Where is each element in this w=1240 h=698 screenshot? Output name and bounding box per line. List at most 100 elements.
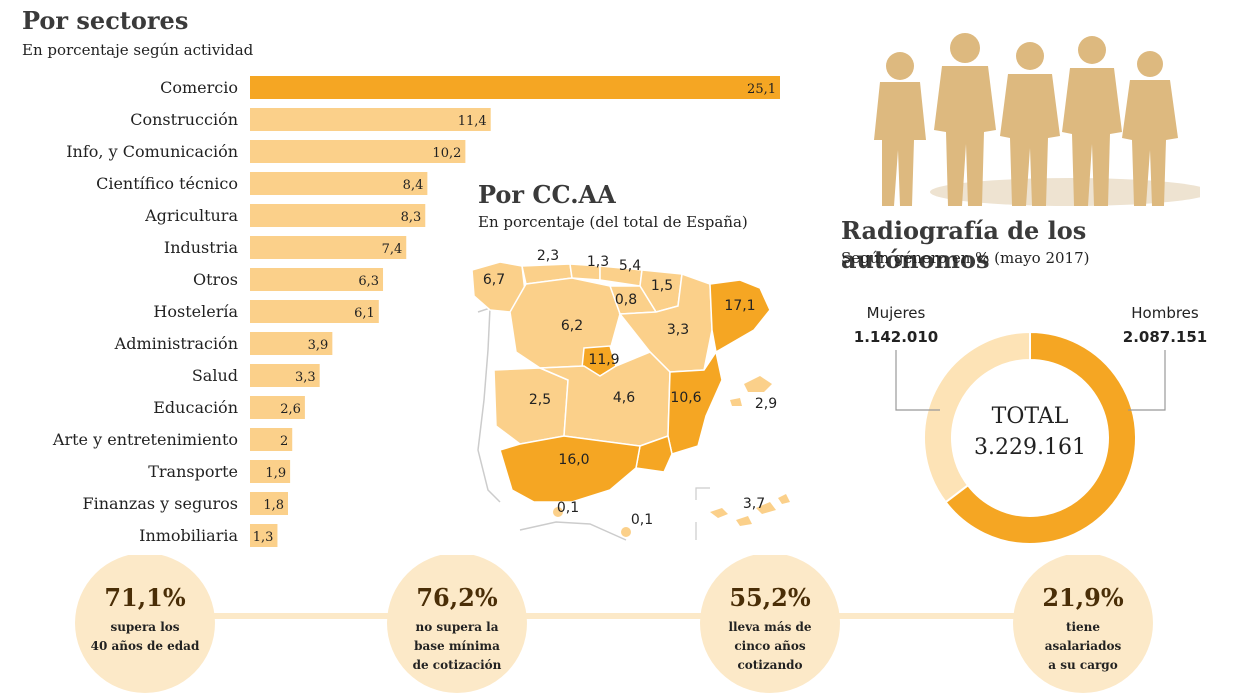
region-value-label: 0,8	[615, 292, 637, 308]
region-andalucia	[499, 435, 641, 503]
stat-circle	[700, 555, 840, 693]
bar-category-label: Salud	[192, 366, 238, 385]
bar-1	[250, 76, 780, 99]
region-canarias	[710, 494, 790, 526]
stat-percentage: 76,2%	[416, 583, 497, 612]
region-value-label: 10,6	[670, 390, 701, 406]
bar-value-label: 2	[280, 434, 288, 449]
region-value-label: 3,3	[667, 322, 689, 338]
bar-value-label: 3,9	[308, 338, 329, 353]
bar-8	[250, 300, 379, 323]
regions-title: Por CC.AA	[478, 180, 616, 209]
stat-description: no supera la	[415, 620, 498, 634]
men-count: 2.087.151	[1123, 328, 1207, 346]
bar-13	[250, 460, 291, 483]
bar-9	[250, 332, 333, 355]
bar-category-label: Construcción	[130, 110, 238, 129]
region-value-label: 6,2	[561, 318, 583, 334]
region-baleares	[744, 376, 772, 392]
stat-description: supera los	[110, 620, 179, 634]
stat-percentage: 55,2%	[729, 583, 810, 612]
stat-description: base mínima	[414, 639, 500, 653]
bar-category-label: Científico técnico	[96, 174, 238, 193]
bar-value-label: 6,3	[358, 274, 379, 289]
stat-description: 40 años de edad	[91, 639, 200, 653]
region-cataluna	[709, 279, 771, 354]
region-value-label: 2,5	[529, 392, 551, 408]
canarias-frame	[695, 487, 710, 540]
stat-circle	[1013, 555, 1153, 693]
stats-connector-line	[140, 613, 1080, 619]
stat-description: de cotización	[413, 658, 502, 672]
bar-category-label: Comercio	[160, 78, 238, 97]
bar-category-label: Inmobiliaria	[139, 526, 238, 545]
africa-outline	[519, 521, 627, 541]
region-value-label: 5,4	[619, 258, 641, 274]
bar-category-label: Industria	[164, 238, 239, 257]
region-value-label: 16,0	[558, 452, 589, 468]
bar-5	[250, 204, 426, 227]
region-value-label: 3,7	[743, 496, 765, 512]
region-melilla	[621, 527, 631, 537]
region-value-label: 1,3	[587, 254, 609, 270]
regions-subtitle: En porcentaje (del total de España)	[478, 213, 748, 231]
spain-map: 6,7 2,3 1,3 5,4 0,8 1,5 17,1 6,2 3,3 11,9 2,5 4,6 10…	[471, 248, 790, 541]
bar-11	[250, 396, 305, 419]
bar-category-label: Agricultura	[144, 206, 238, 225]
sectors-title: Por sectores	[22, 6, 189, 35]
bar-4	[250, 172, 428, 195]
gender-subtitle: Según género en % (mayo 2017)	[841, 249, 1090, 267]
stat-circle	[75, 555, 215, 693]
bar-value-label: 1,8	[263, 498, 284, 513]
region-value-label: 11,9	[588, 352, 619, 368]
donut-slice-men	[944, 330, 1137, 545]
bar-category-label: Administración	[114, 334, 238, 353]
region-ceuta	[553, 507, 563, 517]
bar-category-label: Finanzas y seguros	[83, 494, 238, 513]
stat-description: lleva más de	[728, 620, 811, 634]
women-label: Mujeres	[867, 304, 926, 322]
stat-percentage: 21,9%	[1042, 583, 1123, 612]
donut-arcs	[923, 330, 1137, 545]
region-value-label: 4,6	[613, 390, 635, 406]
women-count: 1.142.010	[854, 328, 938, 346]
bar-category-label: Info, y Comunicación	[66, 142, 238, 161]
region-value-label: 2,9	[755, 396, 777, 412]
bar-value-label: 7,4	[382, 242, 403, 257]
gender-title: Radiografía de los autónomos	[841, 216, 1087, 274]
bar-10	[250, 364, 320, 387]
stat-description: cotizando	[737, 658, 802, 672]
region-value-label: 0,1	[631, 512, 653, 528]
bar-value-label: 1,3	[253, 530, 274, 545]
stat-description: a su cargo	[1048, 658, 1117, 672]
gender-donut-chart: Mujeres 1.142.010 Hombres 2.087.151 TOTA…	[854, 304, 1207, 545]
bar-category-label: Arte y entretenimiento	[52, 430, 238, 449]
region-value-label: 1,5	[651, 278, 673, 294]
region-value-label: 0,1	[557, 500, 579, 516]
bar-value-label: 10,2	[432, 146, 461, 161]
bar-category-label: Transporte	[148, 462, 238, 481]
region-value-label: 6,7	[483, 272, 505, 288]
bar-value-label: 8,3	[401, 210, 422, 225]
stat-description: cinco años	[734, 639, 806, 653]
stat-percentage: 71,1%	[104, 583, 185, 612]
region-aragon	[618, 272, 713, 373]
bar-12	[250, 428, 293, 451]
bar-category-label: Otros	[193, 270, 238, 289]
stat-description: tiene	[1066, 620, 1100, 634]
bar-value-label: 3,3	[295, 370, 316, 385]
bar-value-label: 25,1	[747, 82, 776, 97]
men-label: Hombres	[1131, 304, 1199, 322]
stat-circle	[387, 555, 527, 693]
total-label: TOTAL	[992, 404, 1069, 429]
bar-category-label: Hostelería	[153, 302, 238, 321]
total-value: 3.229.161	[974, 435, 1086, 460]
bar-3	[250, 140, 466, 163]
bar-value-label: 11,4	[458, 114, 487, 129]
bar-2	[250, 108, 491, 131]
bar-15	[250, 524, 278, 547]
bar-6	[250, 236, 407, 259]
women-connector	[895, 350, 940, 411]
region-value-label: 17,1	[724, 298, 755, 314]
men-connector	[1128, 350, 1166, 411]
